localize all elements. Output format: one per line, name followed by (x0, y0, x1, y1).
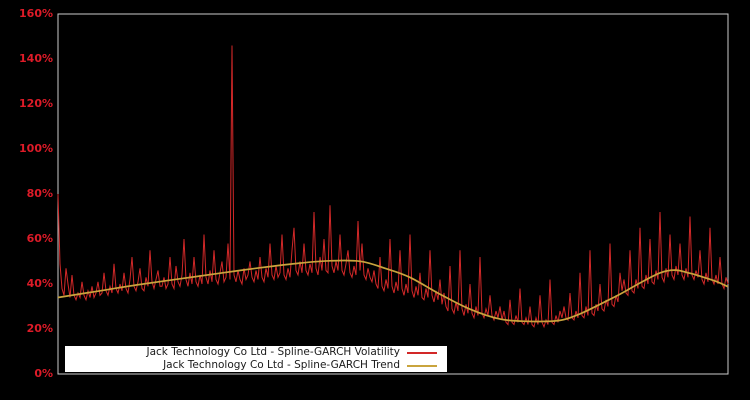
y-axis-tick-label: 80% (26, 187, 53, 200)
y-axis-tick-label: 160% (19, 7, 53, 20)
y-axis-tick-label: 100% (19, 142, 53, 155)
y-axis-tick-label: 40% (26, 277, 53, 290)
legend-item-volatility: Jack Technology Co Ltd - Spline-GARCH Vo… (65, 346, 447, 359)
legend-label-trend: Jack Technology Co Ltd - Spline-GARCH Tr… (163, 359, 400, 371)
legend: Jack Technology Co Ltd - Spline-GARCH Vo… (65, 346, 447, 372)
legend-line-sample-trend (407, 364, 437, 367)
legend-label-volatility: Jack Technology Co Ltd - Spline-GARCH Vo… (146, 346, 400, 358)
y-axis-tick-label: 60% (26, 232, 53, 245)
trend-series-line (57, 259, 729, 323)
legend-line-sample-volatility (407, 351, 437, 354)
y-axis-tick-label: 140% (19, 52, 53, 65)
y-axis-tick-label: 0% (34, 367, 53, 380)
plot-border (57, 13, 729, 375)
y-axis-tick-label: 120% (19, 97, 53, 110)
legend-item-trend: Jack Technology Co Ltd - Spline-GARCH Tr… (65, 359, 447, 372)
volatility-series-line (57, 45, 729, 329)
y-axis-tick-label: 20% (26, 322, 53, 335)
